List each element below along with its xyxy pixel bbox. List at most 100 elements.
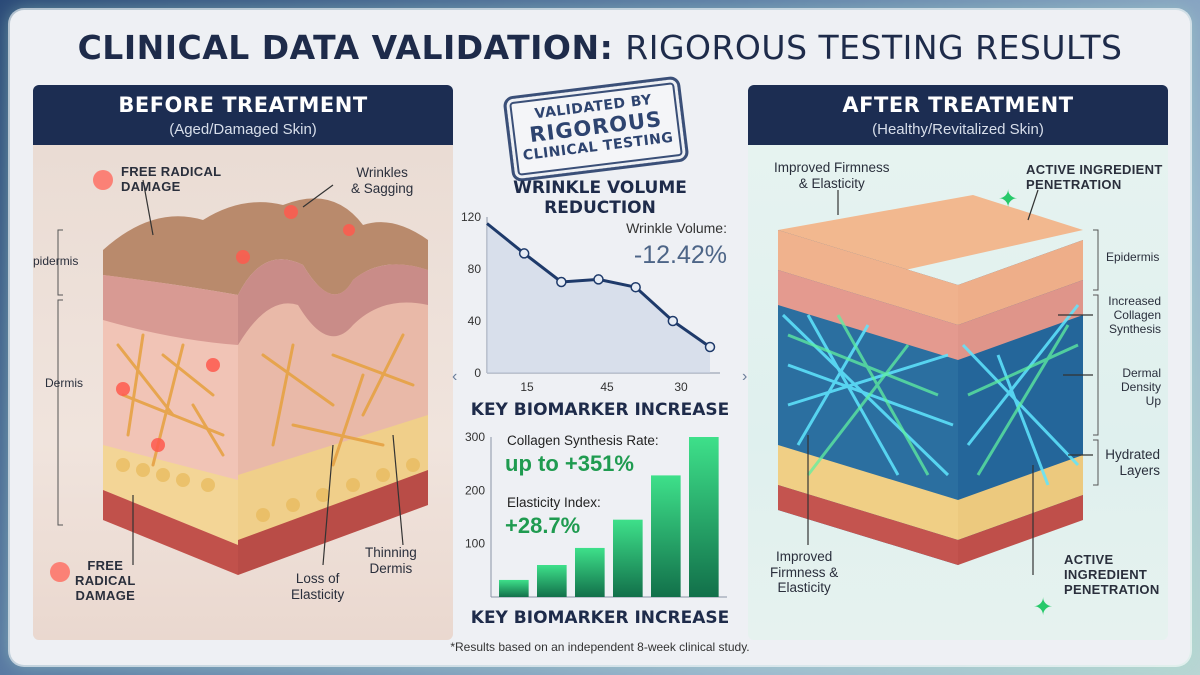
label-line: FREE RADICAL — [121, 164, 222, 179]
label-line: ACTIVE — [1064, 552, 1114, 567]
y-tick-label: 0 — [474, 366, 481, 380]
annotation-label: Collagen Synthesis Rate: — [507, 433, 659, 448]
label-line: FREE — [87, 558, 124, 573]
y-tick-label: 80 — [468, 262, 482, 276]
svg-text:✦: ✦ — [998, 186, 1018, 213]
firmness-top-label: Improved Firmness & Elasticity — [774, 160, 890, 191]
aged-skin-block — [50, 170, 428, 582]
y-tick-label: 300 — [465, 430, 485, 444]
label-line: INGREDIENT — [1064, 566, 1148, 582]
dermis-label: Dermis — [45, 376, 83, 390]
free-radical-bottom-label: FREE RADICAL DAMAGE — [75, 558, 136, 604]
chevron-right-icon: › — [742, 368, 748, 385]
label-line: Elasticity — [777, 580, 831, 596]
bar — [499, 579, 529, 597]
bar-chart-title: KEY BIOMARKER INCREASE — [470, 400, 730, 420]
healthy-skin-block: ✦ ✦ — [778, 186, 1099, 621]
y-tick-label: 200 — [465, 483, 485, 497]
biomarker-bar-chart: 100 200 300 Collagen Synthesis Rate: up to +… — [465, 430, 727, 598]
title-light: RIGOROUS TESTING RESULTS — [625, 28, 1123, 67]
label-line: Up — [1145, 393, 1161, 408]
before-header: BEFORE TREATMENT (Aged/Damaged Skin) — [33, 85, 453, 145]
y-tick-label: 120 — [461, 210, 481, 224]
bar — [537, 565, 567, 597]
after-illustration: ✦ ✦ Improved Firmness & Elasticity ACTIV… — [748, 145, 1168, 640]
bar-chart-xlabel: KEY BIOMARKER INCREASE — [470, 608, 730, 628]
free-radical-top-label: FREE RADICAL DAMAGE — [121, 164, 222, 195]
label-line: RADICAL — [75, 572, 136, 588]
data-point — [593, 274, 604, 285]
bar — [651, 475, 681, 597]
svg-text:✦: ✦ — [1033, 594, 1053, 621]
label-line: Thinning — [365, 545, 417, 560]
label-line: ACTIVE INGREDIENT — [1026, 162, 1163, 177]
label-line: Wrinkles — [356, 165, 408, 180]
center-column: VALIDATED BY RIGOROUS CLINICAL TESTING W… — [455, 75, 745, 640]
label-line: Increased — [1108, 294, 1161, 308]
label-line: Elasticity — [291, 586, 345, 602]
before-illustration: FREE RADICAL DAMAGE Wrinkles & Sagging E… — [33, 145, 453, 640]
label-line: Dermis — [369, 560, 413, 576]
annotation-value: +28.7% — [505, 513, 580, 538]
title-bold: CLINICAL DATA VALIDATION: — [77, 28, 614, 67]
y-tick-label: 40 — [468, 314, 482, 328]
firmness-bottom-label: Improved Firmness & Elasticity — [770, 549, 838, 596]
data-point — [667, 315, 679, 327]
label-line: & Elasticity — [798, 175, 865, 191]
thinning-dermis-label: Thinning Dermis — [365, 545, 417, 576]
after-header: AFTER TREATMENT (Healthy/Revitalized Ski… — [748, 85, 1168, 145]
chevron-left-icon: ‹ — [452, 368, 458, 385]
epidermis-label-left: Epidermis — [33, 254, 79, 268]
label-line: Collagen — [1113, 307, 1161, 322]
label-line: Improved Firmness — [774, 160, 890, 175]
annotation-label: Wrinkle Volume: — [626, 220, 727, 236]
label-line: Layers — [1119, 462, 1160, 478]
label-line: Improved — [775, 549, 833, 564]
active-ingredient-bottom-label: ACTIVE INGREDIENT PENETRATION — [1064, 552, 1160, 598]
active-ingredient-top-label: ACTIVE INGREDIENT PENETRATION — [1026, 162, 1163, 193]
annotation-label: Elasticity Index: — [507, 495, 601, 510]
line-area — [487, 223, 710, 373]
after-subheading: (Healthy/Revitalized Skin) — [872, 121, 1044, 138]
bar — [575, 547, 605, 597]
label-line: Dermal — [1122, 366, 1161, 380]
data-point — [630, 281, 641, 293]
loss-elasticity-label: Loss of Elasticity — [291, 571, 344, 602]
label-line: Density — [1120, 379, 1161, 394]
data-point — [556, 276, 567, 288]
x-tick-label: 15 — [520, 380, 534, 394]
validation-stamp: VALIDATED BY RIGOROUS CLINICAL TESTING — [502, 75, 690, 183]
after-heading: AFTER TREATMENT — [842, 93, 1074, 117]
label-line: Hydrated — [1105, 447, 1160, 462]
y-tick-label: 100 — [465, 537, 485, 551]
line-chart-title: WRINKLE VOLUME REDUCTION — [513, 178, 687, 218]
annotation-value: up to +351% — [505, 451, 634, 476]
density-label: Dermal Density Up — [1106, 366, 1161, 408]
wrinkle-line-chart: 0 40 80 120 15 45 30 Wrinkle Volume: -12.42% — [461, 210, 727, 394]
label-line: PENETRATION — [1026, 176, 1122, 192]
collagen-label: Increased Collagen Synthesis — [1106, 294, 1161, 336]
epidermis-label-right: Epidermis — [1106, 250, 1160, 264]
page-title: CLINICAL DATA VALIDATION: RIGOROUS TESTI… — [0, 28, 1200, 67]
data-point — [704, 341, 716, 353]
label-line: & Sagging — [351, 180, 414, 196]
hydrated-label: Hydrated Layers — [1104, 447, 1160, 478]
label-line: Loss of — [295, 571, 340, 586]
label-line: DAMAGE — [121, 178, 181, 194]
label-line: Firmness & — [770, 564, 839, 580]
data-point — [518, 248, 530, 259]
x-tick-label: 30 — [674, 380, 688, 394]
bar — [613, 519, 643, 597]
wrinkles-label: Wrinkles & Sagging — [351, 165, 413, 196]
after-panel: AFTER TREATMENT (Healthy/Revitalized Ski… — [748, 85, 1168, 640]
label-line: DAMAGE — [75, 587, 136, 603]
label-line: PENETRATION — [1064, 581, 1160, 597]
x-tick-label: 45 — [600, 380, 614, 394]
footnote: *Results based on an independent 8-week … — [450, 640, 750, 654]
bar — [689, 437, 719, 597]
before-heading: BEFORE TREATMENT — [118, 93, 368, 117]
annotation-value: -12.42% — [634, 241, 727, 269]
label-line: Synthesis — [1108, 321, 1161, 336]
before-subheading: (Aged/Damaged Skin) — [169, 121, 317, 138]
before-panel: BEFORE TREATMENT (Aged/Damaged Skin) — [33, 85, 453, 640]
